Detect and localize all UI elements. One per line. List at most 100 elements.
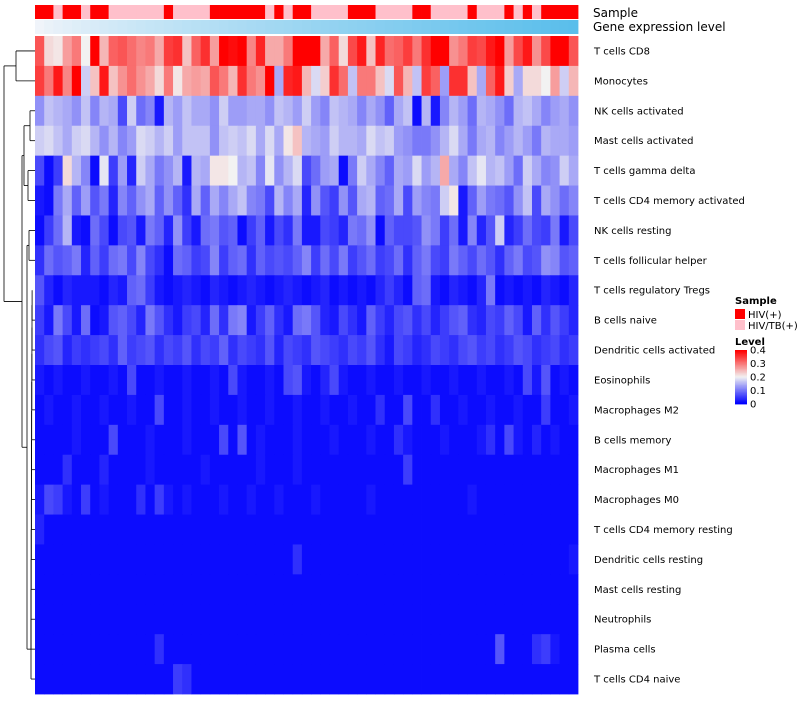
heatmap-cell (81, 365, 91, 396)
heatmap-cell (44, 365, 54, 396)
legend-sample-entries: HIV(+)HIV/TB(+) (735, 309, 798, 332)
heatmap-cell (44, 394, 54, 426)
gene-annotation-cell (403, 20, 413, 34)
heatmap-cell (219, 36, 229, 67)
heatmap-cell (219, 275, 229, 306)
heatmap-cell (99, 394, 110, 426)
heatmap-cell (375, 36, 386, 67)
heatmap-cell (283, 394, 294, 426)
heatmap-cell (99, 275, 110, 306)
heatmap-cell (71, 275, 82, 306)
heatmap-cell (347, 155, 358, 186)
heatmap-cell (283, 335, 294, 366)
heatmap-cell (237, 215, 248, 246)
heatmap-cell (559, 574, 570, 605)
heatmap-cell (357, 95, 367, 127)
heatmap-cell (568, 484, 579, 515)
heatmap-cell (347, 125, 358, 157)
heatmap-cell (209, 125, 220, 157)
heatmap-cell (219, 245, 229, 276)
row-label: T cells regulatory Tregs (593, 286, 710, 297)
gene-annotation-cell (559, 20, 570, 34)
heatmap-cell (209, 634, 220, 665)
heatmap-cell (255, 36, 266, 67)
heatmap-cell (559, 215, 570, 246)
heatmap-cell (320, 36, 330, 67)
heatmap-cell (412, 664, 422, 695)
heatmap-cell (329, 574, 340, 605)
heatmap-cell (522, 65, 533, 97)
heatmap-cell (228, 664, 238, 695)
heatmap-cell (283, 275, 294, 306)
heatmap-cell (495, 604, 505, 635)
heatmap-cell (108, 36, 119, 67)
heatmap-cell (209, 454, 220, 486)
heatmap-cell (375, 634, 386, 665)
heatmap-cell (35, 664, 45, 695)
heatmap-cell (35, 424, 45, 456)
heatmap-cell (366, 125, 376, 157)
heatmap-cell (191, 514, 202, 545)
heatmap-cell (246, 365, 257, 396)
heatmap-cell (237, 514, 248, 545)
heatmap-cell (550, 634, 560, 665)
legend-level-gradient: 0.4 0.3 0.2 0.1 0 (735, 346, 766, 411)
heatmap-cell (53, 65, 64, 97)
heatmap-cell (412, 604, 422, 635)
heatmap-cell (154, 245, 165, 276)
heatmap-cell (412, 514, 422, 545)
heatmap-cell (568, 634, 579, 665)
heatmap-cell (255, 454, 266, 486)
heatmap-cell (439, 365, 450, 396)
heatmap-cell (246, 574, 257, 605)
heatmap-cell (550, 155, 560, 186)
heatmap-cell (283, 544, 294, 575)
heatmap-cell (421, 275, 432, 306)
row-label: B cells memory (594, 435, 671, 446)
heatmap-cell (81, 484, 91, 515)
heatmap-cell (384, 305, 395, 336)
heatmap-cell (320, 544, 330, 575)
heatmap-cell (200, 454, 211, 486)
legend-gradient-step (735, 393, 747, 395)
heatmap-cell (439, 185, 450, 216)
heatmap-cell (154, 65, 165, 97)
heatmap-cell (357, 36, 367, 67)
heatmap-cell (255, 544, 266, 575)
heatmap-cell (449, 36, 459, 67)
heatmap-cell (347, 275, 358, 306)
sample-annotation-cell (467, 5, 478, 19)
heatmap-cell (35, 544, 45, 575)
heatmap-cell (90, 634, 100, 665)
heatmap-cell (338, 335, 349, 366)
heatmap-cell (44, 95, 54, 127)
heatmap-cell (62, 305, 73, 336)
heatmap-cell (430, 335, 441, 366)
heatmap-cell (430, 36, 441, 67)
row-label: Dendritic cells resting (594, 555, 703, 566)
heatmap-cell (265, 365, 275, 396)
heatmap-cell (81, 544, 91, 575)
heatmap-cell (90, 664, 100, 695)
legend-gradient-step (735, 395, 747, 398)
heatmap-cell (255, 185, 266, 216)
heatmap-cell (320, 514, 330, 545)
heatmap-cell (347, 335, 358, 366)
heatmap-cell (246, 424, 257, 456)
sample-annotation-cell (127, 5, 137, 19)
heatmap-cell (338, 514, 349, 545)
heatmap-cell (375, 544, 386, 575)
heatmap-cell (311, 365, 321, 396)
heatmap-cell (209, 484, 220, 515)
heatmap-cell (384, 634, 395, 665)
heatmap-cell (449, 544, 459, 575)
heatmap-cell (35, 604, 45, 635)
heatmap-cell (283, 664, 294, 695)
heatmap-cell (90, 484, 100, 515)
heatmap-cell (108, 484, 119, 515)
heatmap-cell (182, 215, 192, 246)
heatmap-cell (495, 65, 505, 97)
heatmap-cell (347, 454, 358, 486)
heatmap-cell (35, 634, 45, 665)
heatmap-cell (568, 305, 579, 336)
